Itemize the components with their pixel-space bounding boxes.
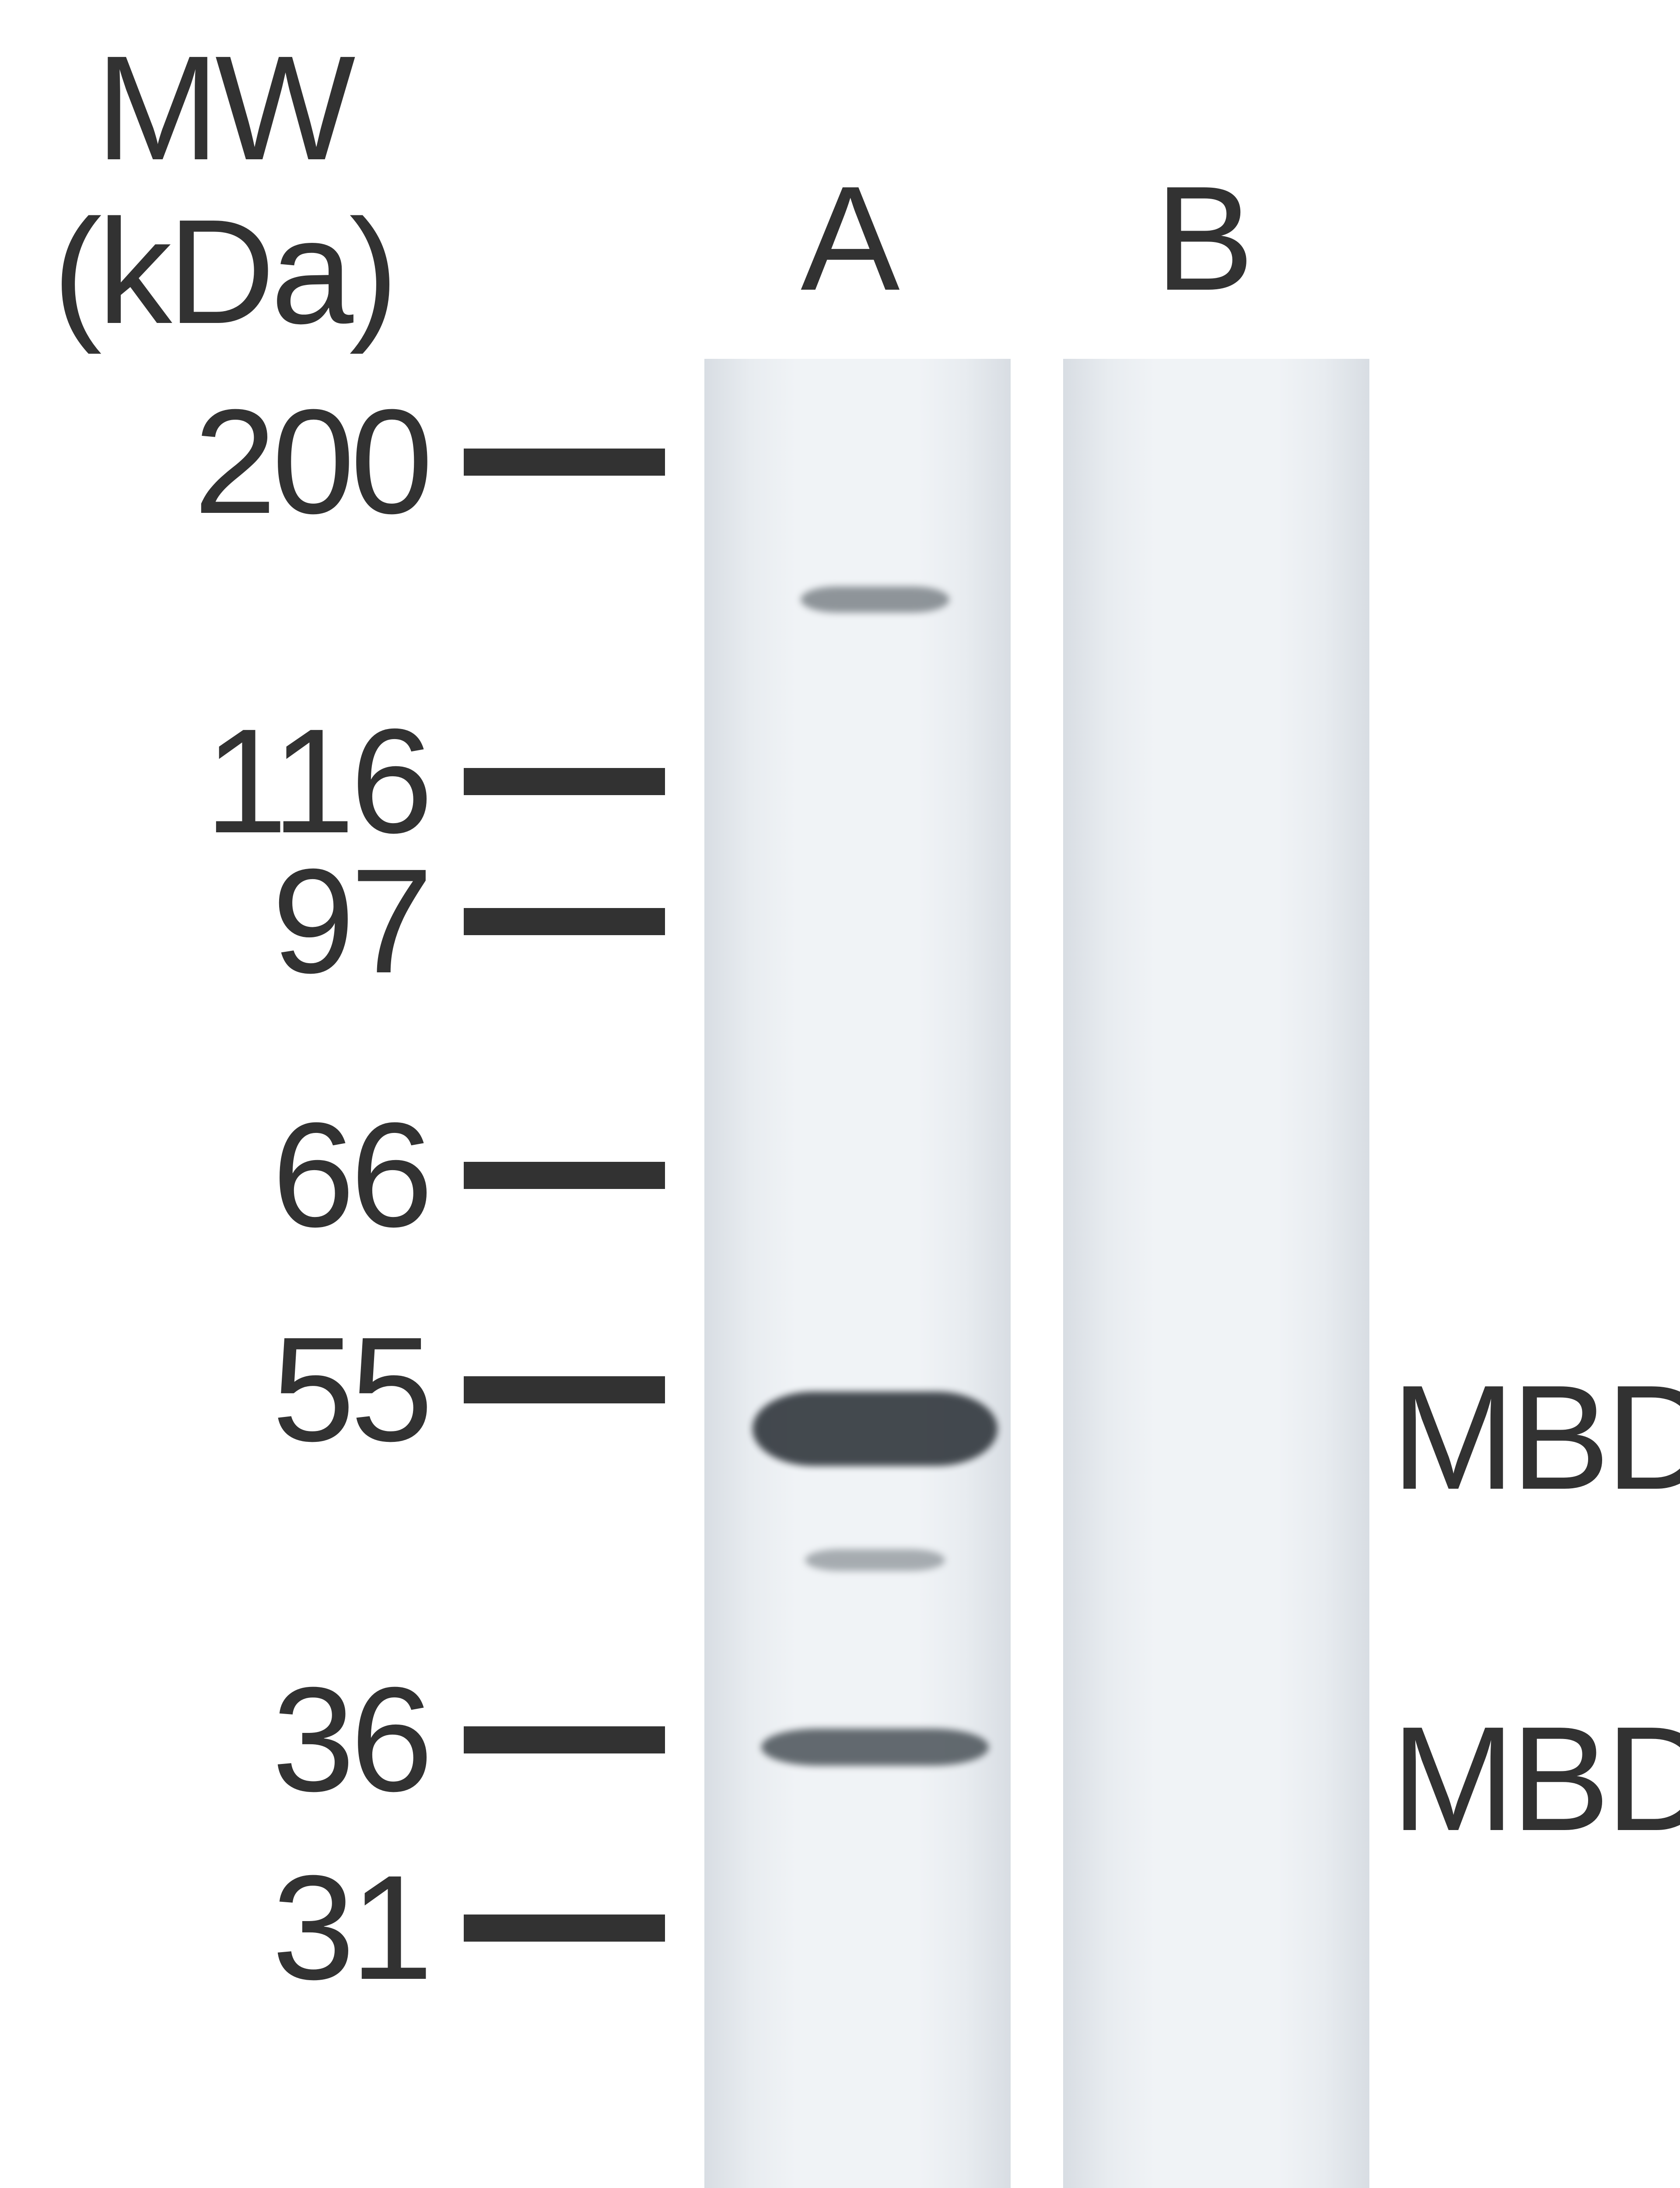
mw-marker-label: 97 — [272, 836, 429, 1007]
mw-header-line2: (kDa) — [52, 190, 394, 354]
lane-A — [704, 359, 1011, 2188]
mw-marker-55: 55 — [0, 1304, 665, 1475]
mw-marker-label: 21 — [272, 2179, 429, 2188]
band-lane-a-3 — [761, 1729, 989, 1766]
lane-background — [1063, 359, 1369, 2188]
mw-marker-36: 36 — [0, 1654, 665, 1825]
mw-marker-tick — [464, 768, 665, 795]
mw-marker-21: 21 — [0, 2179, 665, 2188]
mw-marker-31: 31 — [0, 1842, 665, 2013]
mw-marker-tick — [464, 908, 665, 935]
mw-header: MW (kDa) — [52, 26, 394, 354]
mw-marker-tick — [464, 1726, 665, 1753]
band-label-mbd2: MBD2 — [1391, 1352, 1680, 1523]
lane-gap — [1011, 359, 1063, 2188]
lane-label-A: A — [801, 153, 900, 324]
mw-marker-label: 200 — [194, 376, 429, 547]
mw-header-line1: MW — [52, 26, 394, 190]
mw-marker-97: 97 — [0, 836, 665, 1007]
mw-marker-tick — [464, 1376, 665, 1403]
band-lane-a-1 — [752, 1392, 998, 1466]
mw-marker-label: 31 — [272, 1842, 429, 2013]
band-lane-a-0 — [801, 586, 949, 613]
lane-B — [1063, 359, 1369, 2188]
mw-marker-label: 36 — [272, 1654, 429, 1825]
mw-marker-tick — [464, 1162, 665, 1189]
mw-marker-66: 66 — [0, 1090, 665, 1261]
mw-marker-tick — [464, 1914, 665, 1942]
mw-marker-label: 55 — [272, 1304, 429, 1475]
western-blot-figure: MW (kDa) 200116976655363121146 AB MBD2MB… — [0, 0, 1680, 2188]
mw-marker-200: 200 — [0, 376, 665, 547]
lane-background — [704, 359, 1011, 2188]
band-lane-a-2 — [805, 1549, 945, 1571]
band-label-mbd3: MBD3 — [1391, 1694, 1680, 1865]
lane-label-B: B — [1155, 153, 1254, 324]
mw-marker-label: 66 — [272, 1090, 429, 1261]
mw-marker-tick — [464, 449, 665, 476]
